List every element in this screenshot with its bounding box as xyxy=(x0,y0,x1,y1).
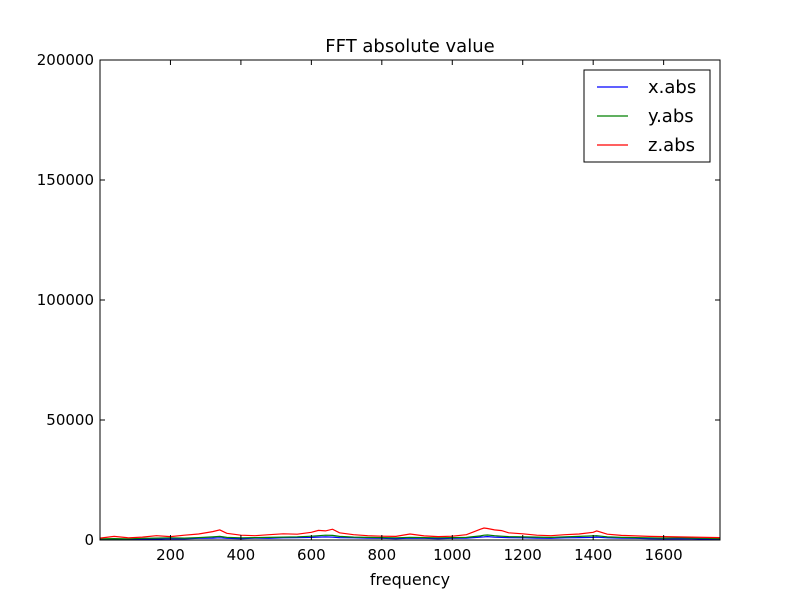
y-tick-label: 150000 xyxy=(37,171,94,189)
y-axis-ticks: 0 50000 100000 150000 200000 xyxy=(37,51,720,549)
x-tick-label: 200 xyxy=(156,546,185,564)
x-tick-label: 400 xyxy=(227,546,256,564)
legend-items: x.abs y.abs z.abs xyxy=(597,77,696,156)
series-lines xyxy=(99,527,721,540)
series-line-z-abs xyxy=(99,527,721,539)
x-tick-label: 1600 xyxy=(645,546,683,564)
x-tick-label: 1000 xyxy=(433,546,471,564)
x-axis-label: frequency xyxy=(370,570,450,589)
series-line-x-abs xyxy=(99,535,721,540)
legend-label-z-abs: z.abs xyxy=(648,135,695,156)
chart-title: FFT absolute value xyxy=(325,36,494,57)
legend-label-y-abs: y.abs xyxy=(648,106,694,127)
y-tick-label: 50000 xyxy=(46,411,94,429)
y-tick-label: 200000 xyxy=(37,51,94,69)
y-tick-label: 0 xyxy=(84,531,94,549)
x-axis-ticks: 200 400 600 800 1000 1200 1400 1600 xyxy=(156,60,683,564)
series-line-y-abs xyxy=(99,534,721,540)
legend-label-x-abs: x.abs xyxy=(648,77,696,98)
y-tick-label: 100000 xyxy=(37,291,94,309)
x-tick-label: 1200 xyxy=(504,546,542,564)
x-tick-label: 1400 xyxy=(574,546,612,564)
x-tick-label: 800 xyxy=(367,546,396,564)
x-tick-label: 600 xyxy=(297,546,326,564)
legend: x.abs y.abs z.abs xyxy=(583,69,711,163)
